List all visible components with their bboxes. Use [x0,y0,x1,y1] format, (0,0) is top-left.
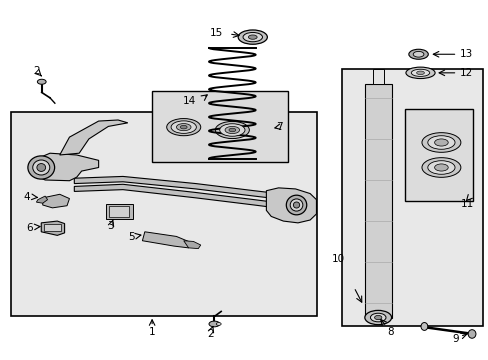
Polygon shape [74,176,290,201]
Ellipse shape [28,156,55,179]
Bar [364,84,391,318]
Bar [11,112,317,316]
Polygon shape [266,188,316,223]
Ellipse shape [364,310,391,325]
Text: 2: 2 [207,329,213,339]
Text: 2: 2 [33,66,40,76]
Polygon shape [142,232,191,248]
Text: 11: 11 [460,199,473,209]
Text: 9: 9 [452,334,458,344]
Polygon shape [42,194,69,208]
Bar [106,204,132,219]
Text: 1: 1 [148,327,155,337]
Text: 7: 7 [276,122,282,132]
Ellipse shape [434,164,447,171]
Ellipse shape [293,202,299,208]
Ellipse shape [421,133,460,152]
Polygon shape [33,153,99,181]
Text: 6: 6 [26,222,33,233]
Ellipse shape [467,330,475,338]
Ellipse shape [427,136,454,149]
Polygon shape [36,196,47,203]
Text: 12: 12 [458,68,472,78]
Text: 15: 15 [209,28,222,38]
Ellipse shape [416,71,424,75]
Ellipse shape [243,32,262,42]
Polygon shape [41,221,64,235]
Bar [341,69,482,327]
Ellipse shape [286,195,306,215]
Ellipse shape [374,315,381,320]
Text: 10: 10 [331,254,344,264]
Ellipse shape [405,67,434,78]
Text: 4: 4 [23,192,30,202]
Ellipse shape [166,118,201,136]
Text: 14: 14 [182,96,196,107]
Ellipse shape [224,126,239,134]
Ellipse shape [171,121,196,134]
Bar [152,91,287,162]
Ellipse shape [421,158,460,177]
Ellipse shape [176,123,191,131]
Ellipse shape [434,139,447,146]
Bar [109,206,128,217]
Ellipse shape [412,51,423,57]
Ellipse shape [289,199,302,211]
Ellipse shape [219,124,244,136]
Text: 13: 13 [458,49,472,59]
Ellipse shape [420,323,427,330]
Ellipse shape [427,161,454,174]
Ellipse shape [208,321,219,327]
Text: 5: 5 [128,232,135,242]
Ellipse shape [33,160,50,175]
Polygon shape [183,241,201,249]
Ellipse shape [215,121,249,139]
Polygon shape [60,120,127,155]
Ellipse shape [408,49,427,59]
Polygon shape [74,184,290,210]
Ellipse shape [37,79,46,84]
Ellipse shape [180,125,187,129]
Ellipse shape [238,30,267,44]
Text: 8: 8 [386,327,393,337]
Bar [372,69,383,84]
Ellipse shape [410,69,429,76]
Ellipse shape [216,323,221,325]
Ellipse shape [248,35,257,39]
Ellipse shape [370,313,385,322]
Bar [404,109,472,202]
Text: 3: 3 [107,221,114,231]
Ellipse shape [228,128,235,132]
Bar [44,224,61,231]
Ellipse shape [37,163,45,171]
